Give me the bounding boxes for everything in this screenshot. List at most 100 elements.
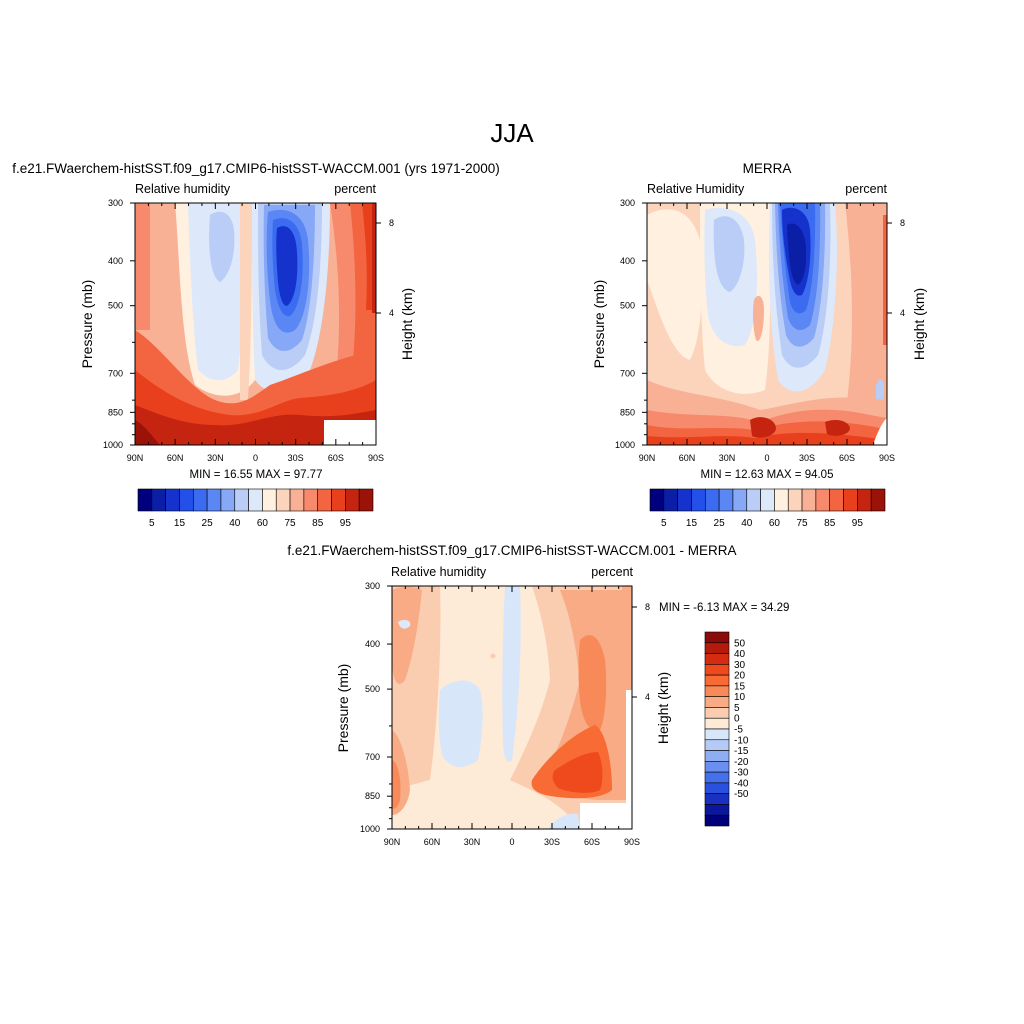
panel-model-colorbar: 5 15 25 40 60 75 85 95 [137, 488, 374, 529]
y-tick-label: 400 [365, 639, 380, 649]
field-missing-data [580, 803, 632, 829]
figure-title: JJA [490, 118, 534, 148]
colorbar-label: 15 [174, 518, 186, 529]
colorbar-swatch [870, 488, 886, 512]
y-tick-label: 300 [108, 198, 123, 208]
field-equator-streak [752, 295, 764, 341]
field-right-edge-dark [883, 215, 887, 345]
colorbar-swatch [206, 488, 222, 512]
colorbar-swatch [815, 488, 831, 512]
colorbar-swatch [151, 488, 166, 512]
panel-model-units-label: percent [334, 182, 376, 196]
colorbar-swatch [746, 488, 761, 512]
colorbar-label: 85 [824, 518, 836, 529]
field-lower-red-deep [647, 432, 887, 445]
colorbar-label: 5 [149, 518, 155, 529]
y-tick-label: 300 [365, 581, 380, 591]
colorbar-label: 60 [769, 518, 781, 529]
x-tick-label: 90N [384, 837, 401, 847]
y-tick-label: 850 [620, 407, 635, 417]
x-tick-label: 30N [207, 453, 224, 463]
colorbar-swatch [663, 488, 678, 512]
y-tick-label: 500 [365, 684, 380, 694]
y-tick-label: 500 [620, 301, 635, 311]
colorbar-label: 25 [202, 518, 214, 529]
field-tropic-neg [438, 680, 483, 767]
colorbar-label: -30 [734, 768, 749, 779]
y-right-tick-label: 8 [645, 602, 650, 612]
colorbar-swatch [774, 488, 789, 512]
colorbar-swatch [275, 488, 291, 512]
colorbar-label: -20 [734, 757, 749, 768]
y-tick-label: 300 [620, 198, 635, 208]
colorbar-label: 50 [734, 638, 746, 649]
panel-diff-ylabel-right: Height (km) [655, 672, 671, 744]
colorbar-label: 40 [741, 518, 753, 529]
colorbar-swatch [704, 631, 730, 644]
colorbar-swatch [704, 761, 730, 773]
panel-diff-axes: 90N 60N 30N 0 30S 60S 90S 300 400 500 700 850 1000 8 4 [360, 581, 650, 847]
field-lower-core-left [750, 417, 776, 438]
x-tick-label: 90S [368, 453, 384, 463]
colorbar-label: 15 [686, 518, 698, 529]
colorbar-label: 25 [714, 518, 726, 529]
field-south-core [276, 226, 298, 306]
field-north-band-deep [392, 587, 422, 684]
x-tick-label: 90N [639, 453, 656, 463]
colorbar-swatch [718, 488, 734, 512]
y-tick-label: 700 [620, 368, 635, 378]
panel-diff: f.e21.FWaerchem-histSST.f09_g17.CMIP6-hi… [287, 543, 789, 847]
colorbar-label: 20 [734, 671, 746, 682]
x-tick-label: 30S [544, 837, 560, 847]
colorbar-swatch [165, 488, 180, 512]
colorbar-swatch [234, 488, 249, 512]
x-tick-label: 0 [764, 453, 769, 463]
x-tick-label: 30S [799, 453, 815, 463]
panel-diff-title: f.e21.FWaerchem-histSST.f09_g17.CMIP6-hi… [287, 543, 736, 558]
colorbar-swatch [843, 488, 858, 512]
colorbar-label: -5 [734, 725, 743, 736]
panel-diff-units-label: percent [591, 565, 633, 579]
colorbar-swatch [317, 488, 332, 512]
colorbar-label: 10 [734, 692, 746, 703]
field-lower-core-right [825, 420, 850, 436]
y-right-tick-label: 4 [900, 308, 905, 318]
panel-merra-stats: MIN = 12.63 MAX = 94.05 [701, 469, 834, 481]
field-south-right-edge [372, 203, 376, 313]
colorbar-swatch [857, 488, 872, 512]
field-tropic-blue [209, 211, 235, 282]
panel-model-title: f.e21.FWaerchem-histSST.f09_g17.CMIP6-hi… [12, 161, 499, 176]
y-tick-label: 400 [108, 256, 123, 266]
colorbar-label: -40 [734, 778, 749, 789]
colorbar-swatch [303, 488, 319, 512]
field-dot [490, 653, 496, 659]
y-right-tick-label: 4 [389, 308, 394, 318]
colorbar-swatch [192, 488, 208, 512]
colorbar-swatch [248, 488, 263, 512]
y-tick-label: 500 [108, 301, 123, 311]
y-tick-label: 700 [108, 368, 123, 378]
panel-diff-field [392, 586, 632, 829]
colorbar-swatch [179, 488, 194, 512]
colorbar-swatch [704, 642, 730, 654]
colorbar-swatch [704, 664, 730, 676]
colorbar-swatch [704, 782, 730, 794]
colorbar-label: 15 [734, 681, 746, 692]
colorbar-swatch [358, 488, 374, 512]
colorbar-swatch [262, 488, 277, 512]
panel-merra-colorbar: 5 15 25 40 60 75 85 95 [649, 488, 886, 529]
field-tropic-blue [713, 216, 745, 292]
colorbar-swatch [345, 488, 360, 512]
colorbar-swatch [787, 488, 803, 512]
panel-merra: MERRA Relative Humidity percent [591, 161, 927, 529]
colorbar-swatch [649, 488, 665, 512]
colorbar-swatch [677, 488, 692, 512]
field-right-edge-missing [626, 690, 632, 805]
field-missing-data [324, 420, 376, 445]
field-tropic-pink [240, 203, 252, 400]
x-tick-label: 30S [288, 453, 304, 463]
field-bottom-neg [548, 813, 580, 829]
colorbar-label: 60 [257, 518, 269, 529]
colorbar-swatch [704, 804, 730, 816]
